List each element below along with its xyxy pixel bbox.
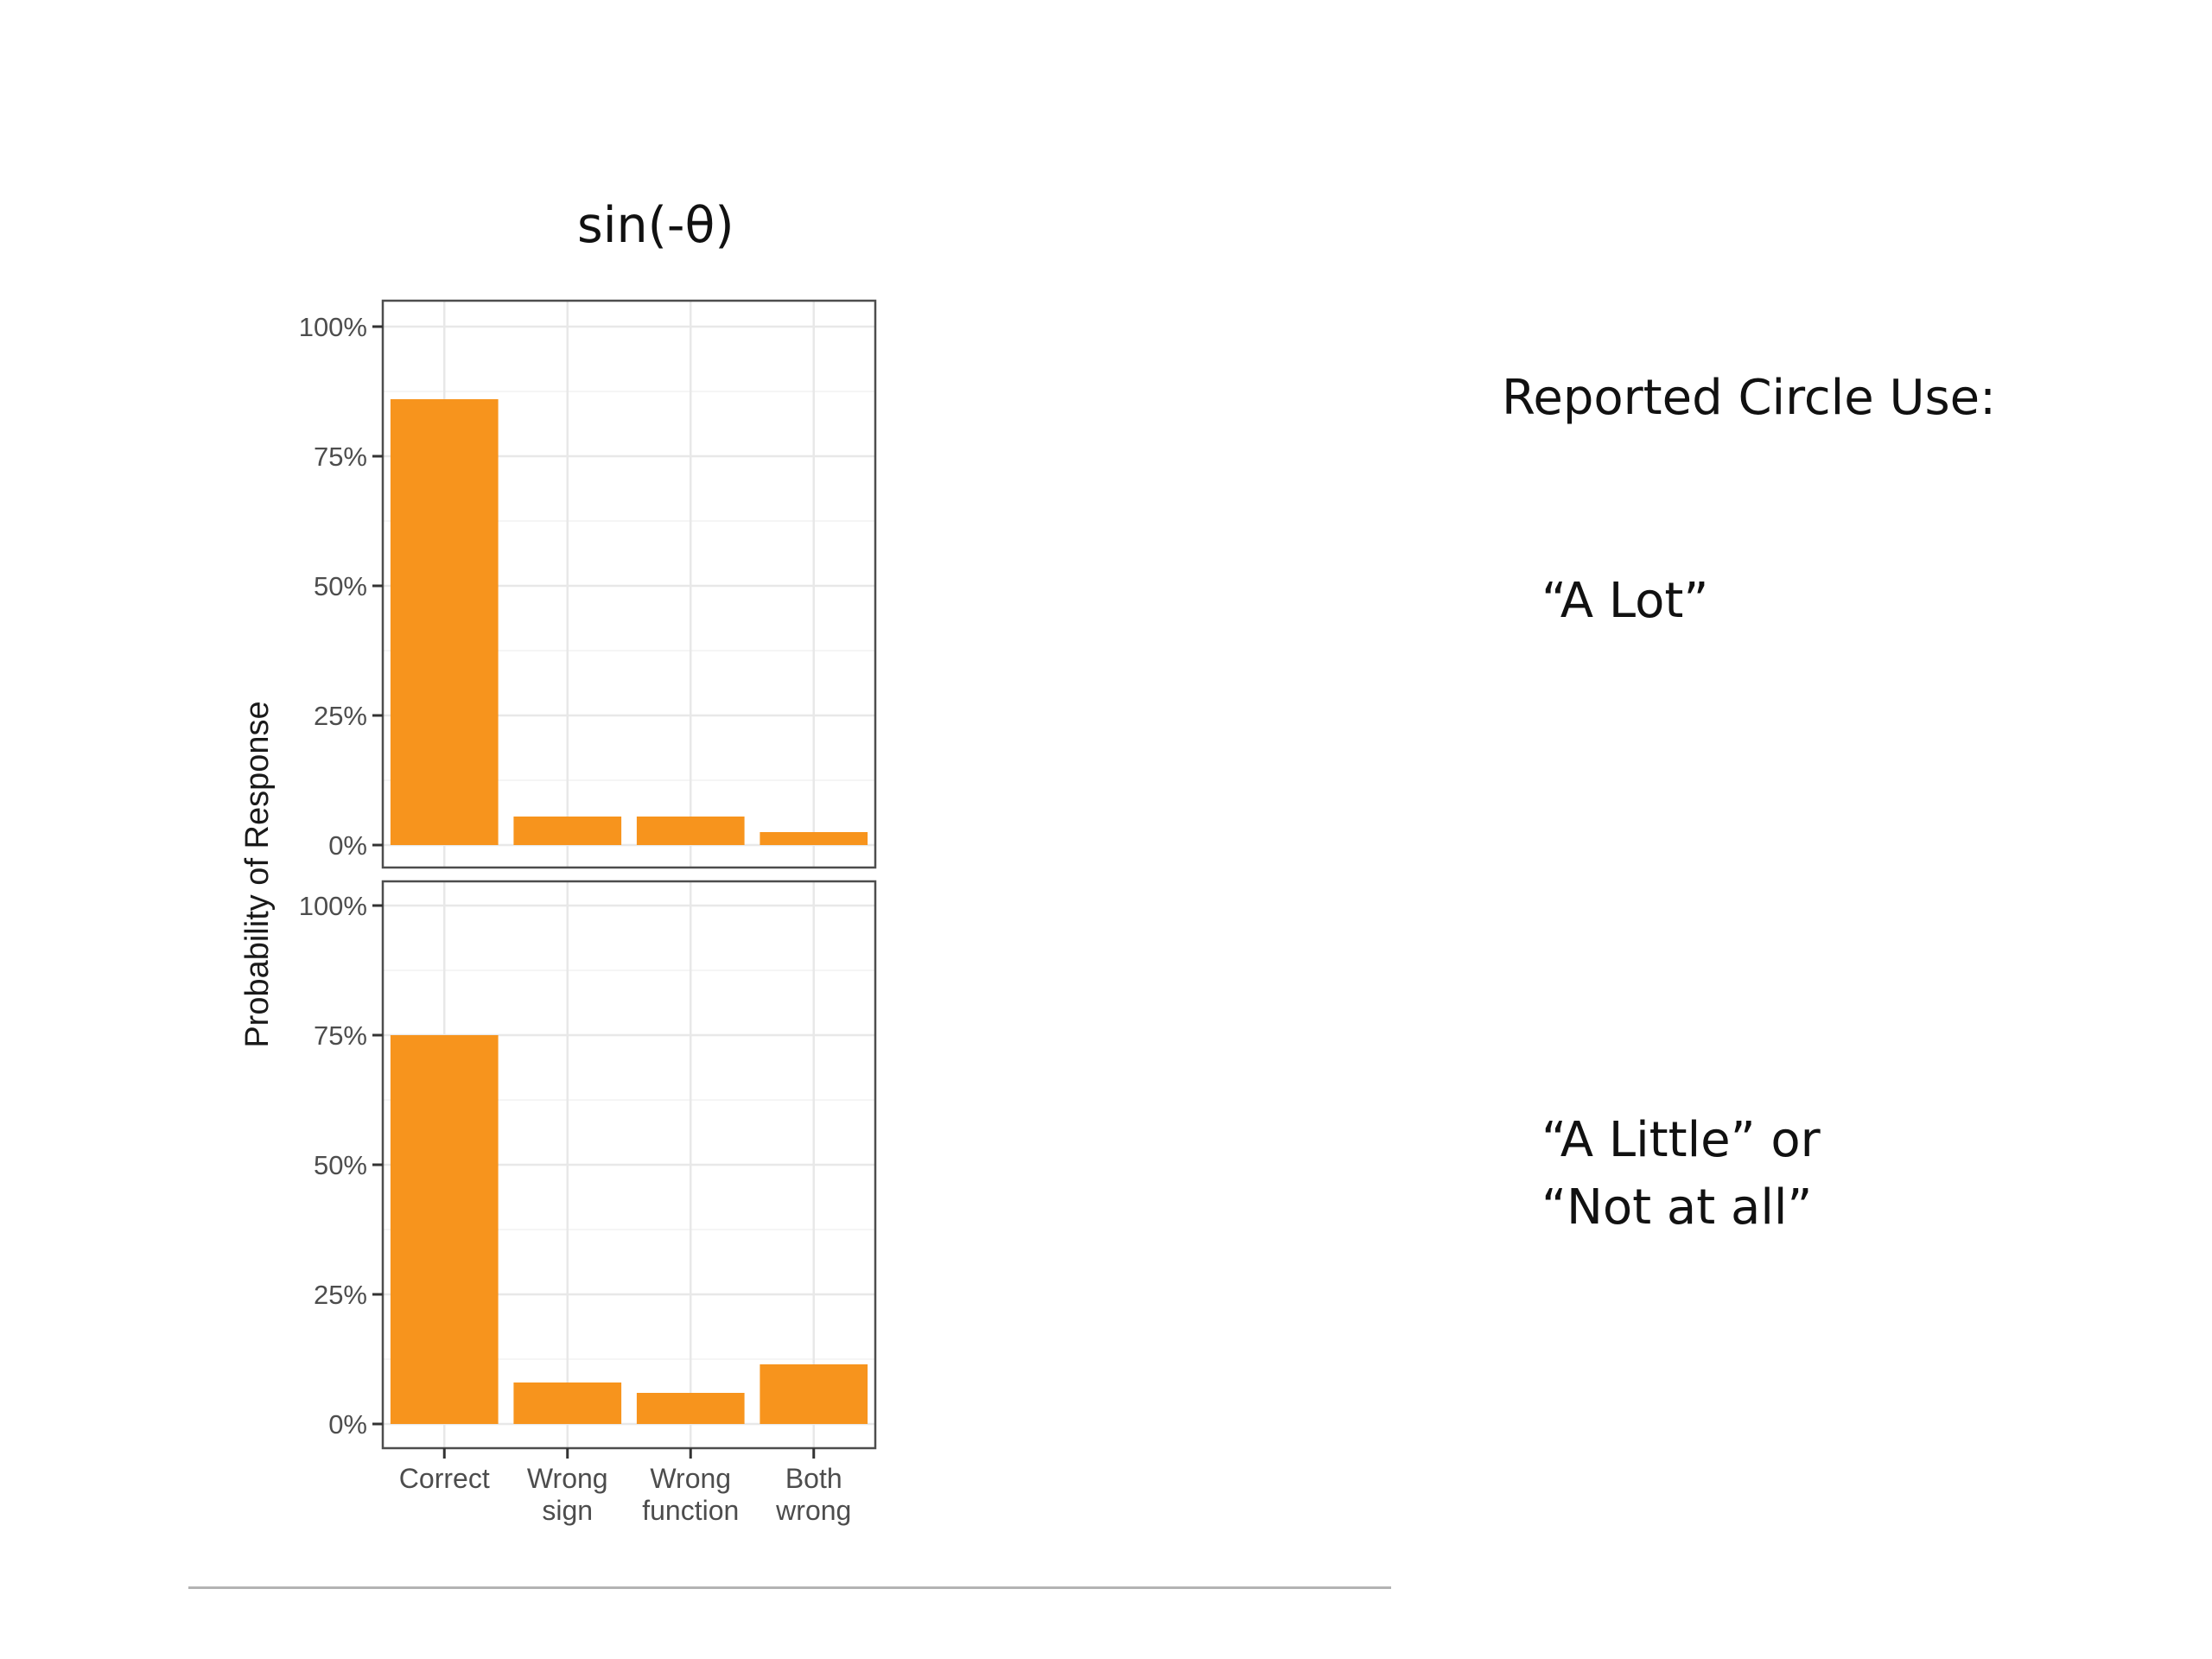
bar-2-both-wrong (760, 1364, 868, 1424)
panel-border (381, 299, 877, 869)
x-tick-label: Correct (399, 1463, 490, 1494)
chart-title: sin(-θ) (577, 197, 734, 254)
x-tick-label: Both wrong (775, 1463, 851, 1526)
y-tick-label: 0% (328, 1409, 367, 1440)
y-tick-label: 100% (299, 312, 367, 342)
faceted-bar-chart: 0% 25% 50% 75% 100% 0% 25% 50% 75% 100% Correct Wro… (239, 299, 877, 1526)
bar-2-wrong-sign (513, 1382, 622, 1424)
x-tick-label: Wrong sign (527, 1463, 608, 1526)
bar-2-correct (390, 1035, 499, 1424)
y-axis-title: Probability of Response (239, 701, 276, 1047)
y-tick-label: 75% (314, 442, 367, 472)
x-tick-label: Wrong function (642, 1463, 739, 1526)
bar-1-both-wrong (760, 832, 868, 845)
y-tick-label: 0% (328, 830, 367, 861)
bar-2-wrong-function (636, 1393, 745, 1424)
y-tick-label: 75% (314, 1020, 367, 1051)
y-tick-label: 100% (299, 891, 367, 921)
group-label-a-lot: “A Lot” (1541, 573, 1709, 629)
bar-1-wrong-sign (513, 817, 622, 845)
group-label-a-little-line2: “Not at all” (1541, 1179, 1813, 1236)
bottom-divider (188, 1586, 1391, 1589)
group-label-a-little-line1: “A Little” or (1541, 1112, 1821, 1168)
side-title: Reported Circle Use: (1502, 370, 1996, 426)
bar-1-correct (390, 399, 499, 845)
y-tick-label: 25% (314, 1280, 367, 1310)
y-tick-label: 50% (314, 1150, 367, 1180)
y-tick-label: 50% (314, 571, 367, 601)
bar-1-wrong-function (636, 817, 745, 845)
y-tick-label: 25% (314, 701, 367, 731)
